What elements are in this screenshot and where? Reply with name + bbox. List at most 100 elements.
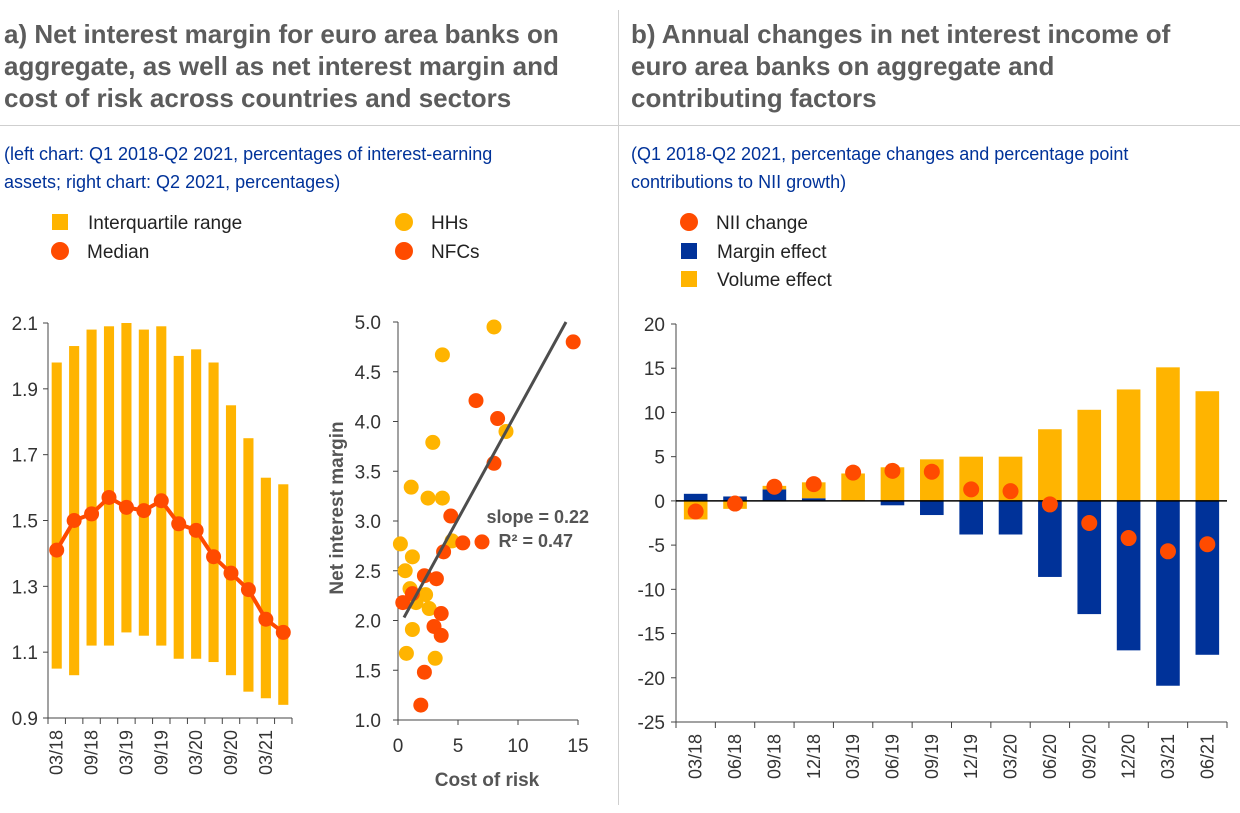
x-tick-label: 09/18 xyxy=(82,730,102,775)
margin-bar xyxy=(1116,500,1141,651)
y-tick-label: 15 xyxy=(644,359,665,380)
hhs-point xyxy=(420,490,436,506)
nii-point xyxy=(1159,543,1176,560)
hhs-point xyxy=(403,479,419,495)
y-tick-label: 1.7 xyxy=(12,446,38,467)
x-tick-label: 12/20 xyxy=(1119,734,1139,779)
hhs-point xyxy=(404,621,420,637)
x-tick-label: 03/20 xyxy=(186,730,206,775)
margin-bar xyxy=(1195,500,1220,655)
iqr-bar xyxy=(138,329,149,636)
y-tick-label: 2.5 xyxy=(355,562,381,583)
margin-bar xyxy=(801,498,826,501)
median-point xyxy=(118,499,134,515)
panel-b-title-rule xyxy=(619,125,1240,126)
nii-point xyxy=(845,464,862,481)
hhs-point xyxy=(427,650,443,666)
hhs-point xyxy=(486,319,502,335)
y-tick-label: 3.0 xyxy=(355,512,381,533)
margin-bar xyxy=(1077,500,1102,615)
x-tick-label: 09/20 xyxy=(1079,734,1099,779)
y-tick-label: 4.5 xyxy=(355,363,381,384)
iqr-bar xyxy=(191,349,202,659)
y-tick-label: 2.1 xyxy=(12,314,38,335)
median-point xyxy=(223,565,239,581)
panel-a-subtitle-line: assets; right chart: Q2 2021, percentage… xyxy=(4,172,341,192)
y-tick-label: 5.0 xyxy=(355,313,381,334)
nfcs-point xyxy=(468,393,484,409)
panel-a-title: a) Net interest margin for euro area ban… xyxy=(4,18,559,114)
y-tick-label: 3.5 xyxy=(355,462,381,483)
panel-b-title-line: b) Annual changes in net interest income… xyxy=(631,19,1171,49)
legend-swatch-margin xyxy=(681,242,697,259)
iqr-bar xyxy=(121,323,132,633)
median-point xyxy=(84,506,100,522)
nii-point xyxy=(1081,515,1098,531)
nfcs-point xyxy=(433,627,449,643)
median-point xyxy=(188,522,204,538)
nii-point xyxy=(1041,496,1058,513)
y-tick-label: 1.5 xyxy=(12,512,38,533)
nfcs-point xyxy=(443,508,459,524)
y-tick-label: -15 xyxy=(638,625,665,646)
nii-point xyxy=(884,462,901,479)
median-point xyxy=(240,582,256,598)
x-tick-label: 09/20 xyxy=(221,730,241,775)
y-tick-label: 1.1 xyxy=(12,643,38,664)
panel-a-title-line: a) Net interest margin for euro area ban… xyxy=(4,19,559,49)
margin-bar xyxy=(959,500,983,535)
y-tick-label: 10 xyxy=(644,403,665,424)
iqr-bar xyxy=(103,326,115,646)
y-tick-label: 20 xyxy=(644,315,665,336)
legend-marker-median xyxy=(51,241,69,260)
x-tick-label: 5 xyxy=(453,736,464,757)
annotation-r2: R² = 0.47 xyxy=(498,531,573,551)
nii-point xyxy=(1199,536,1216,553)
margin-bar xyxy=(880,500,905,506)
x-tick-label: 03/18 xyxy=(686,734,706,779)
nfcs-point xyxy=(433,606,449,622)
hhs-point xyxy=(392,536,408,552)
panel-a-title-line: cost of risk across countries and sector… xyxy=(4,83,512,113)
x-tick-label: 09/19 xyxy=(151,730,171,775)
legend-label-nfcs: NFCs xyxy=(431,242,480,263)
x-tick-label: 06/19 xyxy=(882,734,902,779)
margin-bar xyxy=(998,500,1023,535)
legend-item-nii: NII change xyxy=(680,210,808,238)
legend-swatch-iqr xyxy=(52,213,68,230)
median-point xyxy=(171,516,187,532)
hhs-point xyxy=(398,645,414,661)
x-tick-label: 03/19 xyxy=(843,734,863,779)
nfcs-point xyxy=(436,544,452,560)
nfcs-point xyxy=(455,535,471,551)
x-tick-label: 03/20 xyxy=(1001,734,1021,779)
iqr-bar xyxy=(260,477,271,699)
hhs-point xyxy=(434,490,450,506)
legend-swatch-volume xyxy=(681,270,697,287)
y-tick-label: 1.3 xyxy=(12,577,38,598)
x-axis-title: Cost of risk xyxy=(435,770,540,791)
iqr-bar xyxy=(86,329,97,646)
legend-item-nfcs: NFCs xyxy=(395,239,480,267)
panel-b-title-line: euro area banks on aggregate and xyxy=(631,51,1055,81)
x-tick-label: 12/19 xyxy=(961,734,981,779)
iqr-bar xyxy=(51,362,62,669)
iqr-bar xyxy=(278,484,289,705)
x-tick-label: 06/18 xyxy=(725,734,745,779)
nii-point xyxy=(727,495,744,512)
iqr-bar xyxy=(208,362,219,663)
nii-point xyxy=(923,463,940,480)
y-tick-label: -10 xyxy=(638,580,665,601)
median-point xyxy=(258,611,274,627)
panel-b-subtitle: (Q1 2018-Q2 2021, percentage changes and… xyxy=(631,140,1128,196)
panel-a-subtitle-line: (left chart: Q1 2018-Q2 2021, percentage… xyxy=(4,144,493,164)
volume-bar xyxy=(1195,391,1220,501)
volume-bar xyxy=(1116,389,1141,501)
hhs-point xyxy=(421,601,437,617)
panel-b-subtitle-line: contributions to NII growth) xyxy=(631,172,847,192)
legend-item-iqr: Interquartile range xyxy=(52,210,242,238)
median-point xyxy=(275,624,291,640)
nii-point xyxy=(766,478,783,495)
median-point xyxy=(206,549,222,565)
chart-nim-range: 2.1 1.9 1.7 1.5 1.3 1.1 0.9 03/18 09/18 03/19 09/1… xyxy=(12,314,293,775)
